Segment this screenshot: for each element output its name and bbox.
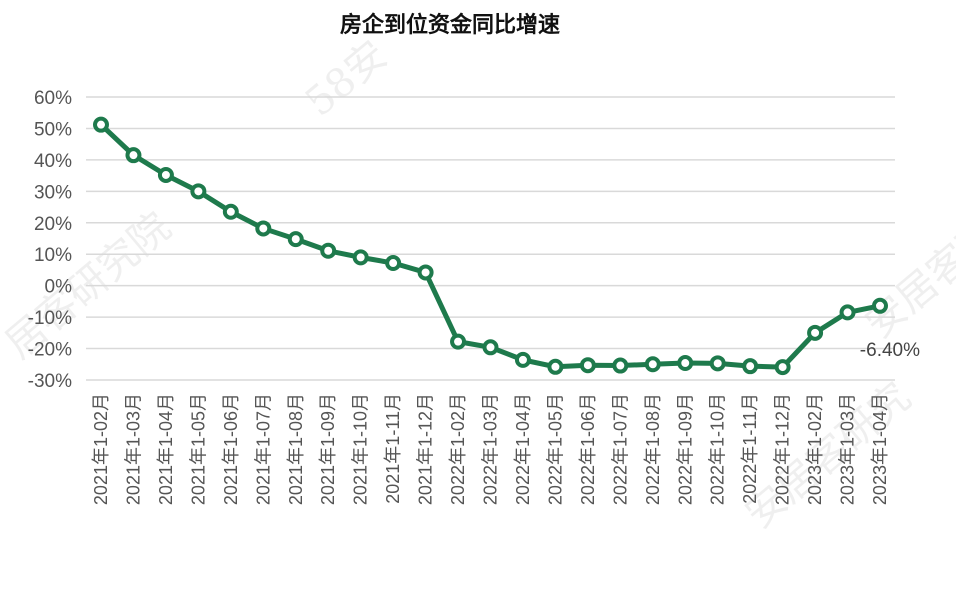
x-tick-label: 2022年1-04月 — [513, 393, 533, 505]
data-point — [514, 351, 531, 368]
x-tick-label: 2023年1-02月 — [805, 393, 825, 505]
data-point — [579, 357, 596, 374]
y-axis: 60% 50% 40% 30% 20% 10% 0% -10% -20% -30% — [28, 88, 72, 392]
x-tick-label: 2021年1-10月 — [351, 393, 371, 505]
y-tick-label: 50% — [34, 119, 72, 140]
data-point — [190, 183, 207, 200]
watermark-text: 58安 — [297, 32, 396, 126]
gridlines — [86, 96, 895, 381]
x-tick-label: 2022年1-10月 — [708, 393, 728, 505]
x-tick-label: 2023年1-04月 — [870, 393, 890, 505]
data-point — [677, 355, 694, 372]
x-tick-label: 2022年1-07月 — [610, 393, 630, 505]
x-tick-label: 2022年1-05月 — [545, 393, 565, 505]
data-point — [417, 264, 434, 281]
x-tick-label: 2021年1-12月 — [416, 393, 436, 505]
x-tick-label: 2022年1-02月 — [448, 393, 468, 505]
x-tick-label: 2021年1-07月 — [253, 393, 273, 505]
data-point — [320, 242, 337, 259]
data-point — [287, 231, 304, 248]
y-tick-label: 40% — [34, 151, 72, 172]
y-tick-label: -10% — [28, 308, 72, 329]
x-tick-label: 2021年1-08月 — [286, 393, 306, 505]
data-point — [839, 304, 856, 321]
data-point — [774, 359, 791, 376]
x-tick-label: 2021年1-11月 — [383, 393, 403, 504]
data-point — [93, 116, 109, 133]
x-tick-label: 2021年1-03月 — [123, 393, 143, 505]
data-point — [222, 203, 239, 220]
y-tick-label: 20% — [34, 214, 72, 235]
data-point — [612, 357, 629, 374]
watermark-text: 安居客研 — [857, 210, 956, 348]
chart-title: 房企到位资金同比增速 — [340, 12, 560, 38]
watermark-text: 安居客研究 — [737, 374, 920, 538]
x-axis: 2021年1-02月 2021年1-03月 2021年1-04月 2021年1-05月… — [91, 393, 890, 505]
y-tick-label: 10% — [34, 245, 72, 266]
x-tick-label: 2021年1-04月 — [156, 393, 176, 505]
y-tick-label: -20% — [28, 340, 72, 361]
data-point — [352, 249, 369, 266]
data-point — [742, 358, 759, 375]
y-tick-label: -30% — [28, 371, 72, 392]
x-tick-label: 2022年1-09月 — [675, 393, 695, 505]
data-label: -6.40% — [860, 340, 920, 361]
data-point — [644, 356, 661, 373]
x-tick-label: 2022年1-06月 — [578, 393, 598, 505]
data-point — [807, 324, 824, 341]
x-tick-label: 2021年1-05月 — [188, 393, 208, 505]
data-point — [450, 333, 467, 350]
plot-area — [93, 116, 888, 376]
data-point — [547, 358, 564, 375]
data-point — [157, 166, 174, 183]
data-point — [482, 339, 499, 356]
y-tick-label: 60% — [34, 88, 72, 109]
x-tick-label: 2021年1-06月 — [221, 393, 241, 505]
y-tick-label: 30% — [34, 182, 72, 203]
data-point — [709, 355, 726, 372]
x-tick-label: 2023年1-03月 — [838, 393, 858, 505]
y-tick-label: 0% — [45, 277, 73, 298]
x-tick-label: 2022年1-08月 — [643, 393, 663, 505]
x-tick-label: 2022年1-11月 — [740, 393, 760, 504]
data-point — [125, 147, 142, 164]
x-tick-label: 2021年1-02月 — [91, 393, 111, 505]
data-point — [872, 297, 888, 314]
x-tick-label: 2022年1-12月 — [773, 393, 793, 505]
data-labels: -6.40% — [860, 340, 920, 361]
data-point — [385, 255, 402, 272]
data-point — [255, 220, 272, 237]
x-tick-label: 2022年1-03月 — [481, 393, 501, 505]
x-tick-label: 2021年1-09月 — [318, 393, 338, 505]
series-line — [98, 122, 883, 370]
